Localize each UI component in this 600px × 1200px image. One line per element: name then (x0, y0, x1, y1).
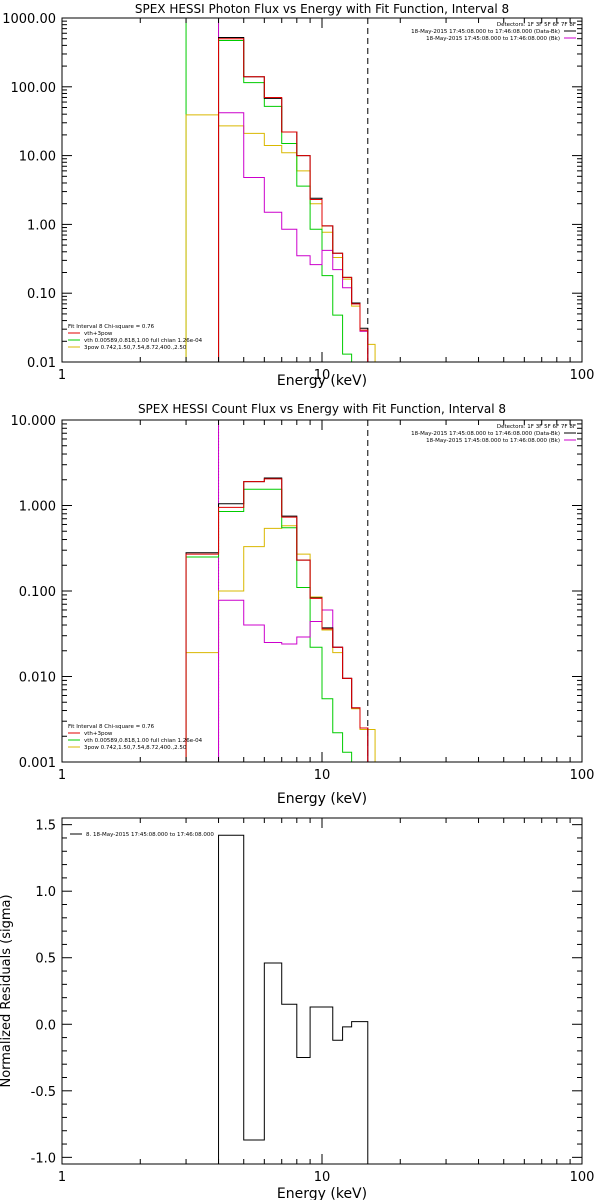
legend-entry: Fit Interval 8 Chi-square = 0.76 (68, 724, 155, 730)
x-tick-label: 100 (570, 1170, 595, 1185)
y-tick-label: 1.0 (35, 885, 56, 900)
y-tick-label: 0.100 (19, 585, 56, 600)
x-tick-label: 1 (58, 368, 66, 383)
legend-entry: vth 0.00589,0.818,1.00 full chian 1.26e-… (84, 738, 203, 744)
x-axis-label: Energy (keV) (277, 1186, 367, 1200)
y-axis-label: Normalized Residuals (sigma) (0, 894, 14, 1087)
y-tick-label: 1000.00 (2, 12, 56, 27)
x-tick-label: 1 (58, 1170, 66, 1185)
series-line-5 (185, 525, 376, 762)
plot-area (218, 834, 369, 1164)
chart-panel-3: 1 10 100 Energy (keV) 1.5 1.0 0.5 0.0 -0.5 -1.0 No… (0, 817, 595, 1200)
legend-entry: 3pow 0.742,1.50,7.54,8.72,400.,2.50 (84, 745, 187, 751)
legend-entry: Fit Interval 8 Chi-square = 0.76 (68, 324, 155, 330)
y-tick-label: 0.10 (27, 287, 56, 302)
chart-title: SPEX HESSI Count Flux vs Energy with Fit… (138, 402, 506, 416)
residual-series (218, 834, 369, 1164)
y-tick-label: 1.00 (27, 218, 56, 233)
x-tick-label: 10 (314, 368, 331, 383)
series-line-1 (218, 37, 369, 362)
y-tick-label: 0.010 (19, 671, 56, 686)
series-line-1 (185, 477, 369, 762)
legend-entry: 18-May-2015 17:45:08.000 to 17:46:08.000… (426, 36, 560, 42)
series-line-2 (218, 112, 369, 362)
series-line-5 (185, 114, 376, 362)
series-line-2 (218, 599, 369, 762)
y-tick-label: 0.01 (27, 356, 56, 371)
plot-area (185, 18, 376, 362)
legend-entry: 8. 18-May-2015 17:45:08.000 to 17:46:08.… (86, 832, 214, 838)
series-line-4 (185, 488, 353, 762)
y-tick-label: 1.000 (19, 500, 56, 515)
y-tick-label: 10.000 (11, 414, 57, 429)
series-line-3 (185, 478, 369, 762)
axes-frame (61, 17, 583, 363)
y-tick-label: 10.00 (19, 150, 56, 165)
y-tick-label: 0.001 (19, 756, 56, 771)
series-line-4 (218, 40, 368, 362)
y-tick-label: 0.0 (35, 1018, 56, 1033)
axes-frame (61, 419, 583, 763)
axes-frame (61, 817, 583, 1165)
y-tick-label: 0.5 (35, 952, 56, 967)
x-tick-label: 10 (314, 768, 331, 783)
legend-entry: 3pow 0.742,1.50,7.54,8.72,400.,2.50 (84, 345, 187, 351)
legend-entry: Detectors: 1F 3F 5F 6F 7F 8F (497, 22, 576, 28)
series-line-3 (218, 38, 369, 362)
y-tick-label: 1.5 (35, 819, 56, 834)
x-axis-label: Energy (keV) (277, 373, 367, 389)
x-tick-label: 1 (58, 768, 66, 783)
y-tick-label: 100.00 (11, 81, 57, 96)
chart-title: SPEX HESSI Photon Flux vs Energy with Fi… (135, 2, 509, 16)
x-axis-label: Energy (keV) (277, 791, 367, 807)
legend-entry: 18-May-2015 17:45:08.000 to 17:46:08.000… (411, 29, 560, 35)
legend-entry: 18-May-2015 17:45:08.000 to 17:46:08.000… (426, 438, 560, 444)
x-tick-label: 100 (570, 768, 595, 783)
legend-entry: vth+3pow (84, 731, 113, 737)
chart-panel-2: SPEX HESSI Count Flux vs Energy with Fit… (11, 402, 595, 807)
legend-entry: Detectors: 1F 3F 5F 6F 7F 8F (497, 424, 576, 430)
chart-panel-1: SPEX HESSI Photon Flux vs Energy with Fi… (2, 2, 594, 389)
x-tick-label: 10 (314, 1170, 331, 1185)
y-tick-label: -0.5 (31, 1085, 56, 1100)
legend-entry: vth+3pow (84, 331, 113, 337)
y-tick-label: -1.0 (31, 1151, 56, 1166)
x-tick-label: 100 (570, 368, 595, 383)
legend-entry: 18-May-2015 17:45:08.000 to 17:46:08.000… (411, 431, 560, 437)
plot-area (185, 420, 376, 762)
legend-entry: vth 0.00589,0.818,1.00 full chian 1.26e-… (84, 338, 203, 344)
